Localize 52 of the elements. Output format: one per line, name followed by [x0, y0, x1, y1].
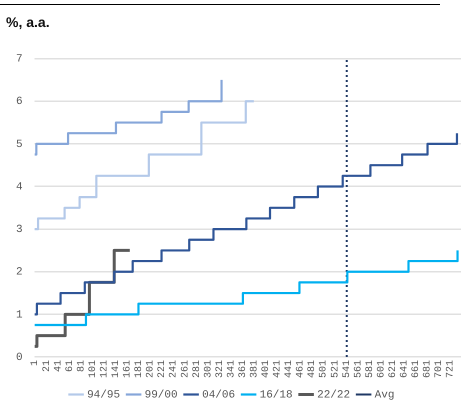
y-tick-label: 7 — [16, 54, 23, 66]
y-tick-label: 4 — [16, 181, 23, 194]
x-tick-label: 501 — [318, 360, 330, 378]
x-tick-label: 1 — [30, 360, 42, 366]
x-tick-label: 681 — [422, 360, 434, 378]
x-tick-label: 561 — [353, 360, 364, 378]
x-tick-label: 21 — [42, 360, 53, 372]
x-tick-label: 401 — [261, 360, 272, 378]
y-tick-label: 6 — [16, 96, 23, 108]
x-tick-label: 481 — [307, 360, 318, 378]
x-tick-label: 281 — [192, 360, 203, 378]
x-tick-label: 381 — [250, 360, 260, 378]
x-tick-label: 341 — [226, 360, 238, 378]
x-tick-label: 521 — [330, 360, 342, 378]
x-tick-label: 101 — [88, 360, 99, 378]
chart-title: %, a.a. — [6, 14, 50, 30]
y-tick-label: 5 — [16, 138, 23, 151]
x-tick-label: 81 — [76, 360, 88, 372]
x-tick-label: 161 — [122, 360, 134, 378]
x-tick-label: 441 — [284, 360, 296, 378]
y-tick-label: 1 — [16, 309, 23, 322]
x-tick-label: 221 — [157, 360, 168, 378]
legend-label: 22/22 — [317, 389, 350, 402]
x-tick-label: 621 — [388, 360, 399, 378]
legend-label: Avg — [374, 389, 394, 402]
y-tick-label: 3 — [16, 224, 23, 236]
legend-label: 94/95 — [87, 389, 120, 402]
x-tick-label: 261 — [180, 360, 192, 378]
x-tick-label: 181 — [134, 360, 146, 378]
x-tick-label: 141 — [111, 360, 122, 378]
x-tick-label: 721 — [446, 360, 457, 378]
y-tick-label: 2 — [16, 266, 23, 279]
x-tick-label: 421 — [272, 360, 284, 378]
x-tick-label: 641 — [400, 360, 411, 378]
x-tick-label: 601 — [376, 360, 388, 378]
x-tick-label: 301 — [203, 360, 214, 378]
x-tick-label: 321 — [214, 360, 226, 378]
legend-label: 16/18 — [260, 389, 293, 402]
x-tick-label: 701 — [434, 360, 446, 378]
x-tick-label: 41 — [53, 360, 64, 372]
x-tick-label: 361 — [238, 360, 249, 378]
legend-label: 04/06 — [202, 389, 236, 402]
x-tick-label: 121 — [99, 360, 110, 378]
x-tick-label: 201 — [146, 360, 157, 378]
x-tick-label: 61 — [64, 360, 76, 372]
x-tick-label: 581 — [364, 360, 376, 378]
legend-label: 99/00 — [144, 389, 178, 402]
x-tick-label: 461 — [296, 360, 307, 378]
x-tick-label: 541 — [342, 360, 353, 378]
x-tick-label: 241 — [168, 360, 180, 378]
x-tick-label: 661 — [411, 360, 422, 378]
y-tick-label: 0 — [16, 352, 23, 364]
